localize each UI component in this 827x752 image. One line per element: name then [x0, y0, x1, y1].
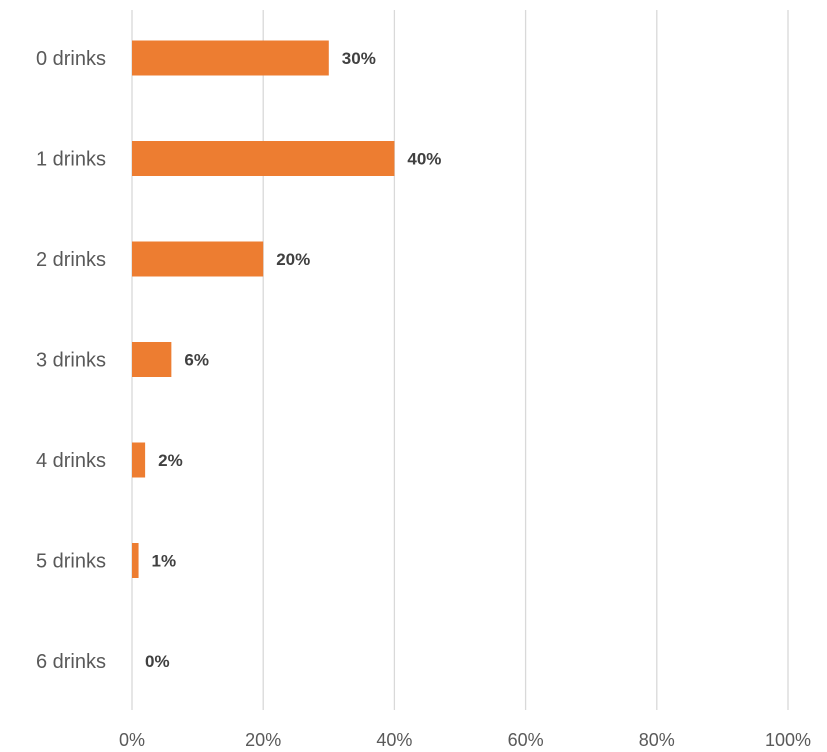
data-label-6: 0% — [145, 652, 170, 671]
x-tick-label-100: 100% — [765, 730, 811, 750]
x-axis-tick-labels: 0% 20% 40% 60% 80% 100% — [119, 730, 811, 750]
data-labels: 30% 40% 20% 6% 2% 1% 0% — [145, 49, 441, 671]
category-label-2: 2 drinks — [36, 249, 106, 271]
data-label-2: 20% — [276, 250, 310, 269]
x-tick-label-80: 80% — [639, 730, 675, 750]
data-label-3: 6% — [184, 351, 209, 370]
bars — [132, 40, 395, 578]
category-labels: 0 drinks 1 drinks 2 drinks 3 drinks 4 drinks… — [36, 48, 106, 673]
bar-0 — [132, 40, 329, 76]
bar-2 — [132, 241, 264, 277]
x-tick-label-20: 20% — [245, 730, 281, 750]
category-label-3: 3 drinks — [36, 350, 106, 372]
x-tick-label-40: 40% — [376, 730, 412, 750]
bar-5 — [132, 543, 139, 578]
data-label-4: 2% — [158, 451, 183, 470]
category-label-0: 0 drinks — [36, 48, 106, 70]
category-label-6: 6 drinks — [36, 651, 106, 673]
bar-3 — [132, 342, 172, 377]
x-tick-label-60: 60% — [508, 730, 544, 750]
bar-4 — [132, 442, 146, 478]
data-label-5: 1% — [152, 552, 177, 571]
bar-1 — [132, 141, 395, 176]
category-label-1: 1 drinks — [36, 149, 106, 171]
category-label-4: 4 drinks — [36, 450, 106, 472]
data-label-0: 30% — [342, 49, 376, 68]
gridlines — [131, 10, 789, 710]
category-label-5: 5 drinks — [36, 551, 106, 573]
data-label-1: 40% — [407, 150, 441, 169]
x-tick-label-0: 0% — [119, 730, 145, 750]
